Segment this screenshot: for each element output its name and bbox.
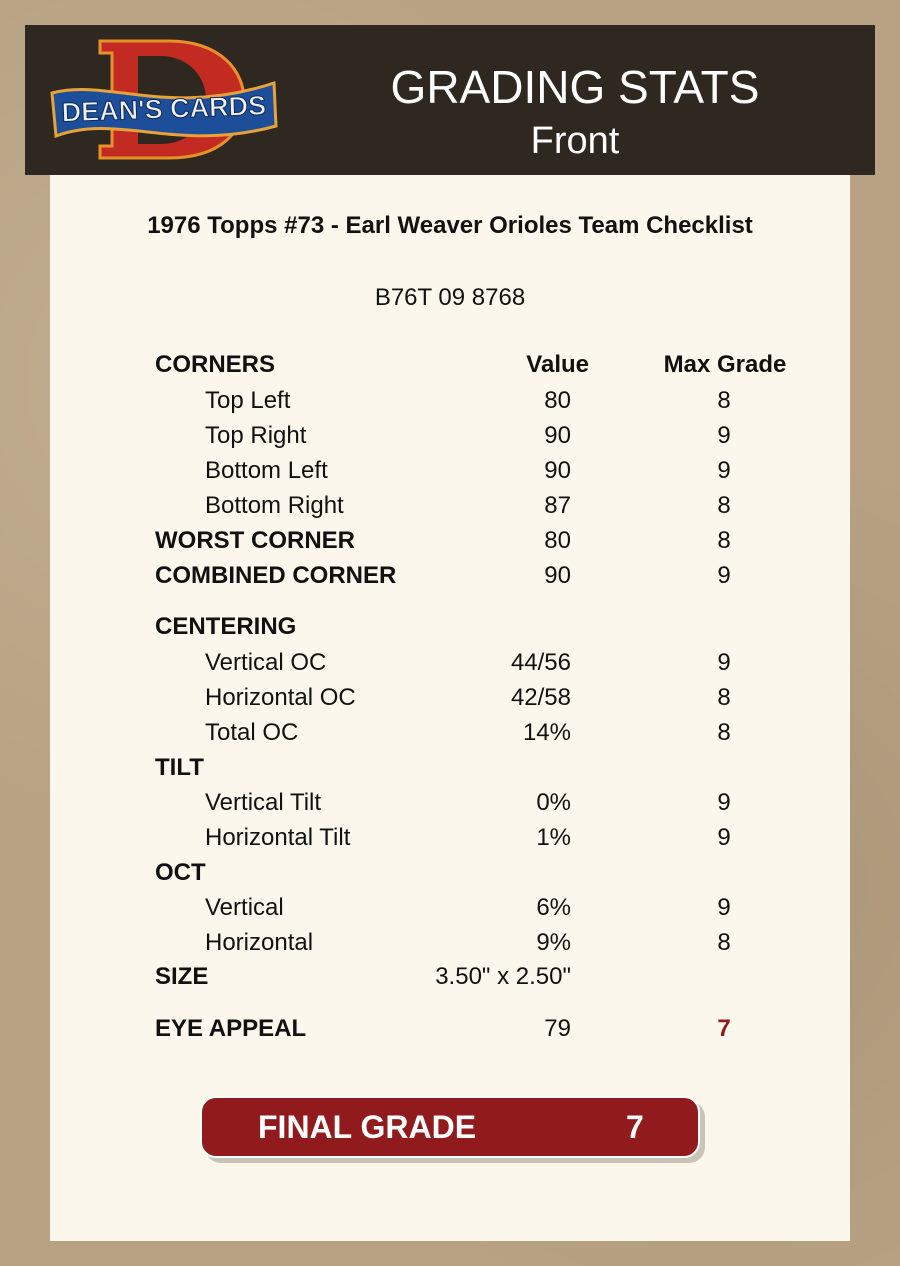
stat-max-grade: 8 <box>717 492 731 519</box>
stat-label: WORST CORNER <box>155 527 355 554</box>
final-grade-value: 7 <box>626 1109 644 1145</box>
stat-label: SIZE <box>155 963 209 990</box>
stat-row: Bottom Left 90 9 <box>0 456 900 486</box>
stat-value: 1% <box>536 824 571 851</box>
stat-value: 80 <box>544 527 571 554</box>
stat-row: Horizontal OC 42/58 8 <box>0 683 900 713</box>
stat-value: 80 <box>544 387 571 414</box>
stat-max-grade: 9 <box>717 649 731 676</box>
card-title: 1976 Topps #73 - Earl Weaver Orioles Tea… <box>147 212 753 239</box>
stat-max-grade: 9 <box>717 562 731 589</box>
stat-row: Horizontal 9% 8 <box>0 928 900 958</box>
stat-max-grade: 9 <box>717 789 731 816</box>
stat-label: Vertical OC <box>205 649 327 676</box>
cert-number: B76T 09 8768 <box>374 284 526 311</box>
stat-row: EYE APPEAL 79 7 <box>0 1014 900 1044</box>
stat-value: 90 <box>544 562 571 589</box>
stat-label: COMBINED CORNER <box>155 562 397 589</box>
stat-label: Top Left <box>205 387 291 414</box>
stat-label: EYE APPEAL <box>155 1015 307 1042</box>
stat-label: Horizontal <box>205 929 314 956</box>
stat-value: 9% <box>536 929 571 956</box>
stat-row: OCT <box>0 858 900 888</box>
stat-value: 42/58 <box>510 684 571 711</box>
stat-row: Vertical Tilt 0% 9 <box>0 788 900 818</box>
stat-max-grade: 8 <box>717 684 731 711</box>
stats-panel <box>50 170 850 1241</box>
stat-row: Total OC 14% 8 <box>0 718 900 748</box>
stat-label: Vertical <box>205 894 284 921</box>
stat-row: COMBINED CORNER 90 9 <box>0 561 900 591</box>
stat-row: TILT <box>0 753 900 783</box>
stat-label: Total OC <box>205 719 299 746</box>
stat-max-grade: 9 <box>717 422 731 449</box>
section-corners: CORNERS <box>155 351 276 378</box>
stat-value: 3.50" x 2.50" <box>435 963 571 990</box>
stat-label: Top Right <box>205 422 307 449</box>
max-grade-column-header: Max Grade <box>663 351 787 378</box>
stat-row: Horizontal Tilt 1% 9 <box>0 823 900 853</box>
stat-row: CENTERING <box>0 612 900 642</box>
stat-value: 90 <box>544 457 571 484</box>
page-subtitle: Front <box>530 120 620 162</box>
final-grade-label: FINAL GRADE <box>258 1109 477 1145</box>
stat-max-grade: 9 <box>717 894 731 921</box>
stat-row: Vertical OC 44/56 9 <box>0 648 900 678</box>
stat-label: OCT <box>155 859 206 886</box>
stat-value: 44/56 <box>510 649 571 676</box>
stat-max-grade: 7 <box>717 1015 731 1042</box>
stat-max-grade: 8 <box>717 719 731 746</box>
stat-row: Top Right 90 9 <box>0 421 900 451</box>
final-grade-button[interactable]: FINAL GRADE 7 <box>200 1096 700 1158</box>
stat-label: Bottom Right <box>205 492 344 519</box>
stat-max-grade: 8 <box>717 527 731 554</box>
stat-value: 14% <box>522 719 571 746</box>
stat-max-grade: 8 <box>717 387 731 414</box>
stat-label: TILT <box>155 754 204 781</box>
stat-label: Horizontal Tilt <box>205 824 351 851</box>
stat-label: Bottom Left <box>205 457 328 484</box>
stat-value: 79 <box>544 1015 571 1042</box>
stat-row: Bottom Right 87 8 <box>0 491 900 521</box>
stat-value: 90 <box>544 422 571 449</box>
stat-row: Top Left 80 8 <box>0 386 900 416</box>
stat-row: Vertical 6% 9 <box>0 893 900 923</box>
stat-row: SIZE 3.50" x 2.50" <box>0 962 900 992</box>
stat-value: 6% <box>536 894 571 921</box>
stat-label: CENTERING <box>155 613 297 640</box>
deans-cards-logo: DEAN'S CARDS <box>50 39 278 160</box>
stat-label: Horizontal OC <box>205 684 356 711</box>
stat-value: 0% <box>536 789 571 816</box>
stat-label: Vertical Tilt <box>205 789 322 816</box>
column-header-row: CORNERS Value Max Grade <box>0 350 900 380</box>
page-title: GRADING STATS <box>390 61 760 113</box>
stat-value: 87 <box>544 492 571 519</box>
stat-max-grade: 8 <box>717 929 731 956</box>
stat-max-grade: 9 <box>717 457 731 484</box>
stat-row: WORST CORNER 80 8 <box>0 526 900 556</box>
value-column-header: Value <box>526 351 589 378</box>
stat-max-grade: 9 <box>717 824 731 851</box>
